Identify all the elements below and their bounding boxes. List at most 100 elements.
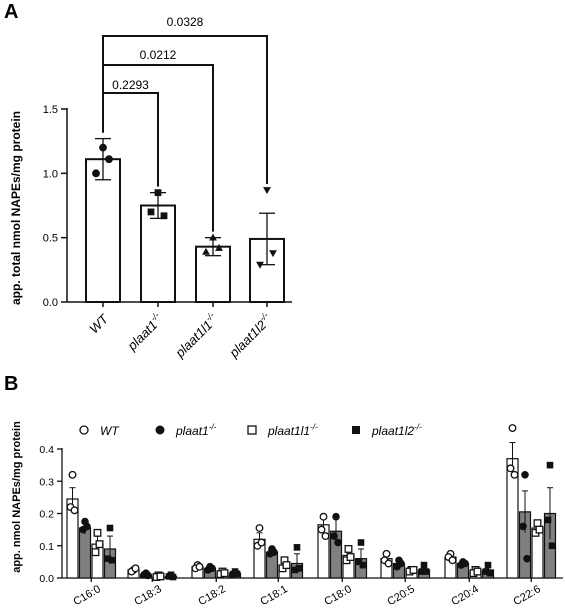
chart-a-x-tick-label: plaat1-/- — [123, 310, 167, 354]
chart-b-data-point — [473, 567, 482, 576]
chart-b-data-point — [422, 568, 430, 575]
chart-b-x-tick-label: C22:6 — [511, 583, 542, 608]
chart-a-data-point — [147, 208, 155, 216]
chart-b-data-point — [106, 524, 114, 532]
chart-b-data-point — [68, 470, 77, 479]
chart-b-data-point — [334, 538, 342, 547]
chart-a-y-tick-label: 1.0 — [43, 168, 58, 180]
chart-b-y-tick-label: 0.0 — [39, 573, 54, 585]
chart-b-data-point — [484, 561, 492, 569]
chart-b-y-tick-label: 0.3 — [39, 476, 54, 488]
chart-a-significance-label: 0.0328 — [167, 15, 204, 29]
chart-a-bar — [140, 204, 176, 303]
chart-b-data-point — [332, 512, 340, 521]
chart-b-data-point — [535, 525, 544, 534]
chart-b-data-point — [282, 561, 291, 570]
chart-b-data-point — [220, 569, 229, 578]
chart-b-data-point — [357, 539, 365, 546]
chart-a-data-point — [160, 212, 168, 220]
chart-b-data-point — [506, 464, 515, 473]
chart-b-data-point — [270, 548, 278, 557]
chart-b-x-tick-label: C20:4 — [449, 583, 480, 608]
chart-b-data-point — [291, 566, 299, 574]
chart-b-data-point — [448, 556, 457, 565]
chart-b-data-point — [420, 561, 428, 569]
chart-b-data-point — [382, 549, 391, 558]
chart-b-data-point — [409, 565, 418, 574]
chart-b-data-point — [510, 470, 519, 479]
chart-b-x-tick-label: C18:1 — [258, 583, 289, 608]
chart-b-data-point — [233, 570, 241, 578]
chart-b-data-point — [482, 568, 490, 575]
chart-b-data-point — [548, 542, 556, 550]
chart-b-legend-marker — [352, 426, 360, 434]
chart-b-data-point — [330, 532, 338, 540]
chart-b-data-point — [208, 564, 216, 573]
chart-b-data-point — [418, 568, 426, 575]
chart-b-data-point — [317, 525, 326, 534]
chart-b-data-point — [355, 558, 363, 566]
chart-b-y-tick-label: 0.2 — [39, 509, 54, 521]
chart-b-data-point — [257, 538, 266, 547]
chart-b-data-point — [144, 571, 152, 580]
chart-b-data-point — [195, 562, 204, 571]
chart-b-data-point — [319, 512, 328, 521]
chart-b-x-tick-label: C18:2 — [196, 583, 227, 608]
panel-b-label: B — [4, 373, 18, 395]
chart-b-data-point — [384, 559, 393, 568]
chart-b-data-point — [293, 544, 301, 551]
chart-b-legend-label: plaat1-/- — [175, 423, 217, 438]
chart-b-data-point — [346, 553, 355, 561]
chart-a-ylabel: app. total nmol NAPEs/mg protein — [9, 111, 23, 305]
chart-a-data-point — [215, 243, 223, 251]
chart-b-data-point — [486, 569, 494, 577]
chart-b-legend-label: plaat1l1-/- — [267, 423, 318, 438]
chart-a-bar — [85, 158, 121, 303]
chart-b-legend-label: WT — [100, 424, 120, 438]
chart-a-x-tick-label: plaat1l1-/- — [170, 310, 221, 361]
chart-b-data-point — [91, 548, 100, 557]
chart-b-data-point — [523, 554, 531, 563]
panel-a-label: A — [4, 1, 18, 23]
chart-a-data-point — [154, 189, 162, 197]
chart-a-data-point — [99, 143, 107, 152]
chart-b-x-tick-label: C18:3 — [132, 583, 163, 608]
chart-b-data-point — [533, 519, 542, 528]
chart-a-data-point — [209, 233, 217, 241]
chart-b-data-point — [544, 516, 552, 524]
chart-b-data-point — [321, 532, 330, 541]
chart-b-data-point — [156, 572, 165, 581]
chart-a-data-point — [92, 169, 100, 178]
chart-b-bar — [78, 527, 92, 579]
chart-b-data-point — [165, 573, 173, 580]
chart-b-x-tick-label: C20:5 — [385, 583, 416, 608]
chart-b-data-point — [255, 524, 264, 532]
chart-a-y-tick-label: 0.0 — [43, 297, 58, 309]
chart-a: app. total nmol NAPEs/mg protein 0.0 0.5 1… — [9, 15, 292, 361]
chart-b-y-tick-label: 0.4 — [39, 444, 54, 456]
chart-b-data-point — [95, 540, 104, 549]
chart-b-data-point — [93, 528, 102, 537]
chart-a-y-tick-label: 0.5 — [43, 233, 58, 245]
chart-b-data-point — [397, 559, 405, 568]
chart-a-y-tick-label: 1.5 — [43, 104, 58, 116]
chart-a-data-point — [256, 261, 264, 269]
chart-a-significance-label: 0.2293 — [112, 78, 149, 92]
chart-a-significance-bracket — [102, 35, 268, 185]
chart-b-legend-marker — [155, 425, 165, 435]
chart-b-data-point — [70, 506, 79, 515]
chart-b-data-point — [508, 424, 517, 432]
chart-b-data-point — [229, 570, 237, 578]
chart-b-x-tick-label: C16:0 — [71, 583, 102, 608]
chart-b-data-point — [521, 471, 529, 479]
chart-b-ylabel: app. nmol NAPEs/mg protein — [11, 421, 23, 573]
chart-a-x-tick-label: plaat1l2-/- — [224, 310, 275, 361]
chart-b-data-point — [546, 461, 554, 469]
chart-b-legend-marker — [79, 425, 89, 435]
chart-b-legend-label: plaat1l2-/- — [371, 423, 422, 438]
chart-a-data-point — [263, 187, 271, 195]
chart-b-data-point — [83, 522, 91, 531]
chart-a-data-point — [269, 250, 277, 258]
chart-b-data-point — [295, 565, 303, 572]
